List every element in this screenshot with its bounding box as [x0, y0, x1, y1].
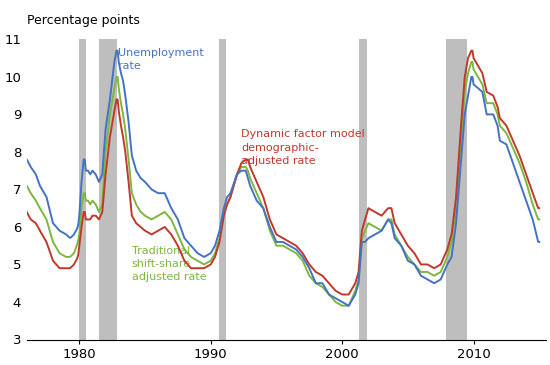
- Text: Unemployment
rate: Unemployment rate: [118, 47, 204, 71]
- Bar: [218, 39, 227, 339]
- Bar: [99, 39, 117, 339]
- Text: Dynamic factor model
demographic-
adjusted rate: Dynamic factor model demographic- adjust…: [241, 130, 365, 166]
- Text: Percentage points: Percentage points: [27, 14, 140, 27]
- Text: Traditional
shift-share
adjusted rate: Traditional shift-share adjusted rate: [132, 246, 206, 282]
- Bar: [446, 39, 467, 339]
- Bar: [359, 39, 367, 339]
- Bar: [79, 39, 86, 339]
